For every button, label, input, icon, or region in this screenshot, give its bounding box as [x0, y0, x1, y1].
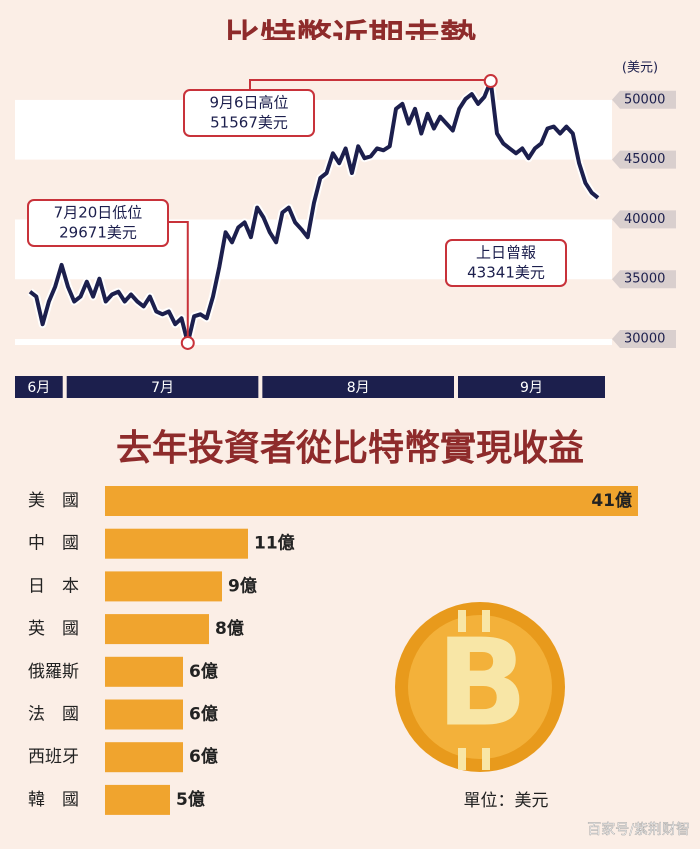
bar	[105, 699, 183, 730]
bar	[105, 571, 222, 602]
point-marker	[483, 74, 498, 89]
category-label: 日 本	[28, 576, 79, 596]
month-band	[262, 376, 454, 398]
bar	[105, 656, 183, 687]
y-tick-label: 45000	[624, 152, 665, 167]
leader-line	[168, 221, 189, 343]
category-label: 韓 國	[28, 790, 79, 810]
annotation-text: 51567美元	[210, 114, 288, 132]
value-label: 6億	[189, 704, 218, 725]
y-tick-label: 35000	[624, 272, 665, 287]
category-label: 西班牙	[28, 747, 79, 767]
svg-text:B: B	[436, 615, 527, 754]
value-label: 5億	[176, 789, 205, 810]
leader-line	[249, 79, 491, 90]
month-band	[458, 376, 605, 398]
x-tick-label: 8月	[347, 380, 370, 396]
value-label: 9億	[228, 575, 257, 596]
value-label: 41億	[591, 490, 632, 511]
unit-note: 單位：美元	[464, 791, 549, 811]
annotation-text: 43341美元	[467, 264, 545, 282]
tick-mark	[612, 210, 676, 229]
annotation-text: 7月20日低位	[54, 204, 143, 222]
value-label: 8億	[215, 618, 244, 639]
price-line	[28, 79, 600, 345]
tick-mark	[612, 150, 676, 169]
annotation-box	[183, 89, 315, 137]
bar	[105, 784, 170, 815]
tick-mark	[612, 270, 676, 289]
y-tick-label: 40000	[624, 212, 665, 227]
month-band	[66, 376, 259, 398]
plot-band	[15, 339, 612, 345]
x-tick-label: 6月	[27, 380, 50, 396]
value-label: 6億	[189, 661, 218, 682]
bar	[105, 742, 183, 773]
bar	[105, 486, 638, 516]
chart-title: 去年投資者從比特幣實現收益	[116, 427, 584, 469]
category-label: 法 國	[28, 705, 79, 725]
value-label: 6億	[189, 746, 218, 767]
annotation-text: 上日曾報	[476, 244, 536, 262]
month-band	[15, 376, 63, 398]
value-label: 11億	[254, 533, 295, 554]
bar	[105, 614, 209, 645]
annotation-text: 9月6日高位	[209, 94, 288, 112]
category-label: 英 國	[28, 619, 79, 639]
x-tick-label: 9月	[520, 380, 543, 396]
category-label: 中 國	[28, 534, 79, 554]
y-tick-label: 50000	[624, 92, 665, 107]
point-marker	[180, 335, 195, 350]
x-tick-label: 7月	[151, 380, 174, 396]
plot-band	[15, 40, 612, 100]
annotation-text: 29671美元	[59, 224, 137, 242]
y-tick-label: 30000	[624, 332, 665, 347]
tick-mark	[612, 90, 676, 109]
bitcoin-icon: B	[395, 602, 565, 772]
category-label: 俄羅斯	[28, 662, 79, 682]
annotation-box	[27, 199, 169, 247]
bar	[105, 528, 248, 559]
watermark: 百家号/紫荆财智	[587, 821, 690, 838]
y-unit: (美元)	[622, 61, 658, 76]
category-label: 美 國	[28, 491, 79, 511]
tick-mark	[612, 330, 676, 349]
annotation-box	[445, 239, 567, 287]
